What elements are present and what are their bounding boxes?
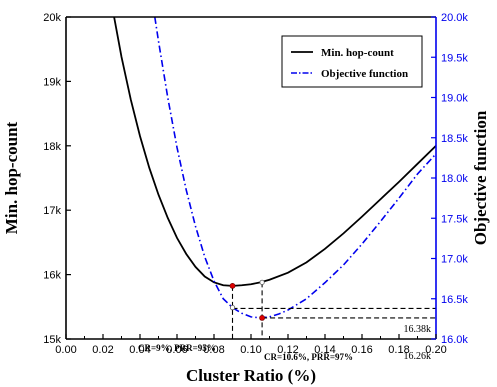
x-tick-label: 0.14	[314, 344, 335, 356]
y-right-tick-label: 16.5k	[441, 294, 468, 306]
x-tick-label: 0.10	[240, 344, 261, 356]
marker-min-hopcount	[229, 282, 236, 289]
ref-value-16-26k: 16.26k	[404, 351, 432, 362]
y-left-tick-label: 19k	[43, 76, 61, 88]
x-tick-label: 0.18	[388, 344, 409, 356]
legend-label-hopcount: Min. hop-count	[321, 47, 394, 59]
y-axis-right-label: Objective function	[471, 110, 490, 245]
x-axis-label: Cluster Ratio (%)	[186, 366, 316, 385]
x-tick-label: 0.06	[166, 344, 187, 356]
marker-hopcount-at-cr10-6	[259, 279, 265, 285]
x-tick-label: 0.02	[92, 344, 113, 356]
ref-value-16-38k: 16.38k	[404, 324, 432, 335]
y-left-tick-label: 15k	[43, 334, 61, 346]
y-right-tick-label: 18.0k	[441, 173, 468, 185]
y-right-tick-label: 19.0k	[441, 93, 468, 105]
y-right-tick-label: 18.5k	[441, 133, 468, 145]
reference-lines	[229, 279, 436, 339]
y-left-tick-label: 20k	[43, 12, 61, 24]
y-axis-left-label: Min. hop-count	[2, 121, 21, 234]
x-tick-label: 0.12	[277, 344, 298, 356]
y-right-tick-label: 20.0k	[441, 12, 468, 24]
annotation-cr9: CR=9%, PRR=95%	[138, 343, 216, 353]
y-right-tick-label: 19.5k	[441, 52, 468, 64]
tick-layer: 0.00 0.02 0.04 0.06 0.08 0.10 0.12 0.14 0.16 0.18…	[43, 12, 468, 356]
x-tick-label: 0.00	[55, 344, 76, 356]
x-tick-label: 0.16	[351, 344, 372, 356]
y-left-tick-label: 18k	[43, 141, 61, 153]
y-right-tick-label: 17.0k	[441, 254, 468, 266]
x-tick-label: 0.20	[425, 344, 446, 356]
legend: Min. hop-count Objective function	[281, 35, 423, 88]
legend-box	[281, 35, 423, 88]
y-right-tick-label: 16.0k	[441, 334, 468, 346]
annotation-cr10-6: CR=10.6%, PRR=97%	[264, 352, 353, 362]
x-tick-label: 0.08	[203, 344, 224, 356]
y-left-tick-label: 16k	[43, 270, 61, 282]
y-left-tick-label: 17k	[43, 205, 61, 217]
x-tick-label: 0.04	[129, 344, 150, 356]
legend-label-objective: Objective function	[321, 68, 408, 80]
y-right-tick-label: 17.5k	[441, 213, 468, 225]
marker-min-objective	[259, 315, 265, 321]
series-line-objective	[154, 17, 436, 319]
marker-objective-at-cr9	[229, 305, 236, 311]
